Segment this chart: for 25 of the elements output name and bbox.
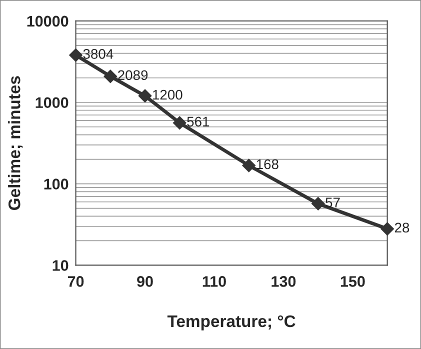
y-tick-label: 1000 — [36, 97, 68, 108]
point — [138, 89, 152, 103]
y-tick-label: 10000 — [27, 16, 68, 27]
y-axis-title: Geltime; minutes — [8, 76, 23, 210]
y-tick-label: 100 — [44, 178, 68, 190]
x-tick-label: 90 — [137, 276, 153, 287]
x-tick-label: 150 — [340, 276, 365, 287]
data-label: 57 — [326, 198, 340, 208]
point — [312, 197, 325, 210]
data-label: 561 — [187, 116, 210, 127]
point — [173, 116, 186, 130]
x-tick-label: 110 — [202, 276, 226, 287]
point — [69, 48, 82, 62]
data-label: 3804 — [83, 49, 114, 59]
y-tick-label: 10 — [52, 260, 68, 271]
x-axis-title: Temperature; °C — [167, 315, 296, 330]
point — [242, 158, 256, 172]
data-label: 168 — [256, 159, 278, 170]
x-tick-label: 70 — [68, 276, 84, 287]
point — [104, 70, 117, 83]
x-tick-label: 130 — [272, 276, 296, 287]
point — [380, 222, 394, 236]
data-label: 2089 — [118, 70, 148, 80]
data-label: 28 — [394, 222, 410, 233]
data-label: 1200 — [153, 90, 182, 100]
